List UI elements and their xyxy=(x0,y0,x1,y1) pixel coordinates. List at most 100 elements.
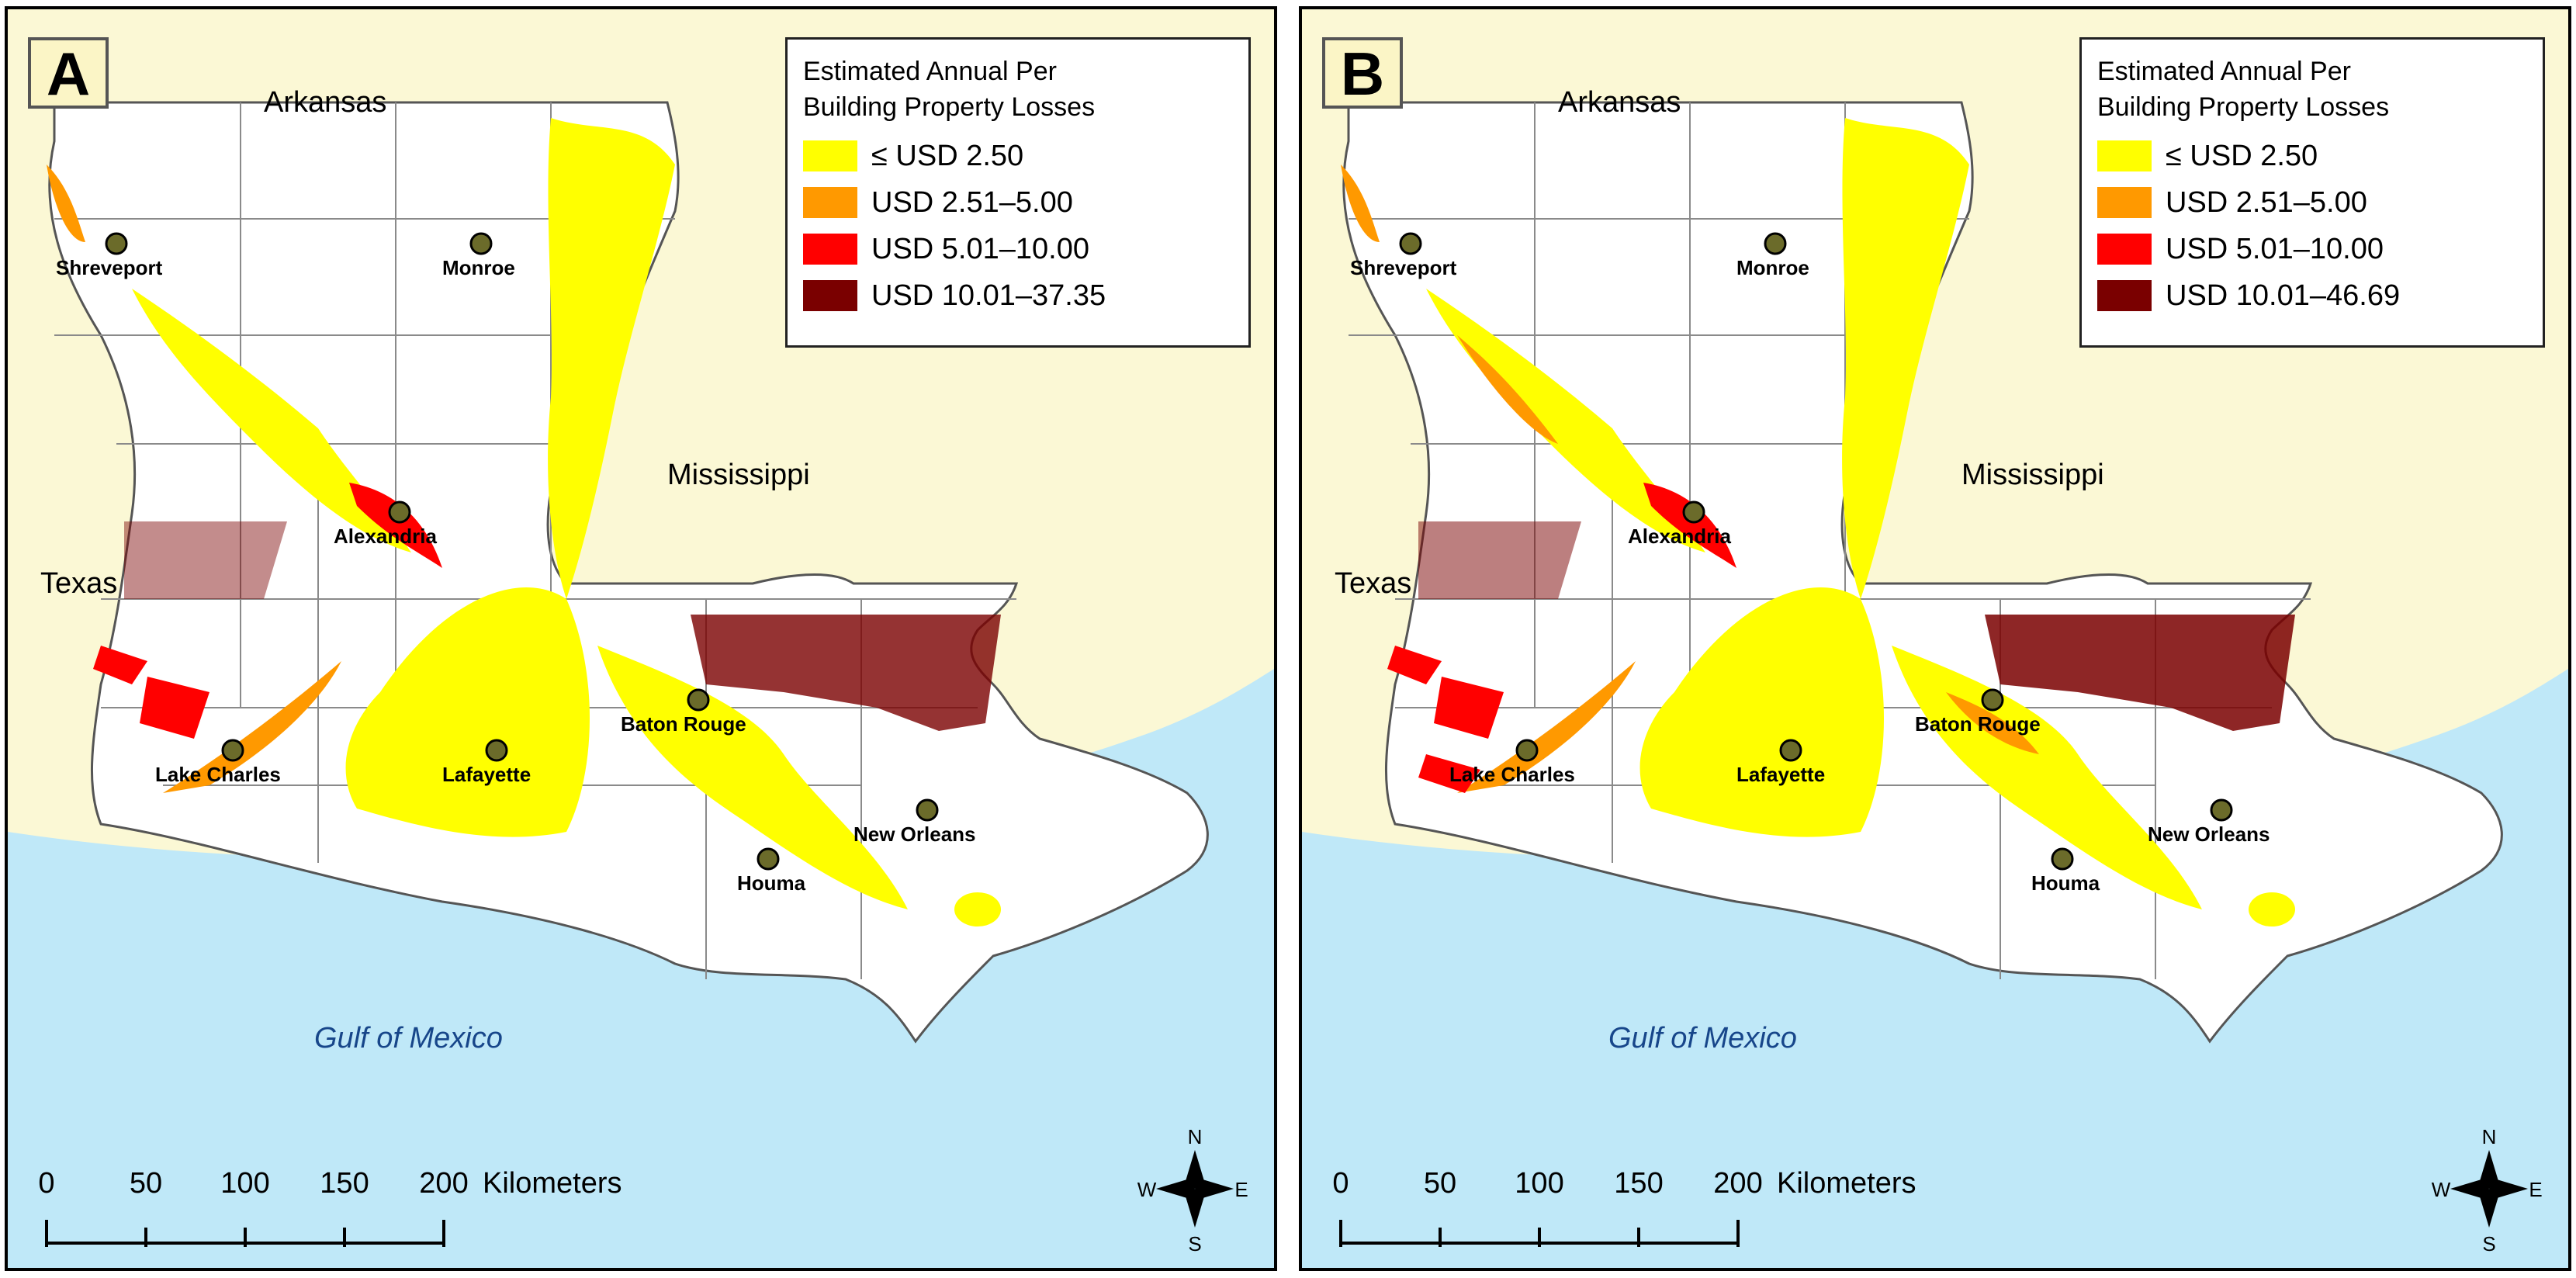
scale-tick-200: 200 xyxy=(419,1167,468,1200)
city-label-shreveport: Shreveport xyxy=(1350,256,1457,279)
scale-tick-100: 100 xyxy=(1515,1167,1563,1200)
legend-label: USD 5.01–10.00 xyxy=(871,232,1089,265)
scale-tick-0: 0 xyxy=(38,1167,54,1200)
scale-unit: Kilometers xyxy=(483,1167,622,1200)
city-label-lafayette: Lafayette xyxy=(1736,763,1825,786)
scale-tick-50: 50 xyxy=(1424,1167,1456,1200)
city-marker-baton-rouge xyxy=(687,688,710,712)
region-label-arkansas: Arkansas xyxy=(1558,86,1681,119)
city-marker-shreveport xyxy=(1399,232,1422,255)
panel-letter-b: B xyxy=(1322,37,1403,109)
region-label-texas: Texas xyxy=(40,567,117,600)
legend-swatch-mid-low xyxy=(2097,187,2152,218)
scale-tick-0: 0 xyxy=(1332,1167,1349,1200)
legend-title-line-2: Building Property Losses xyxy=(803,92,1096,122)
legend-item: ≤ USD 2.50 xyxy=(2097,133,2527,179)
city-marker-houma xyxy=(2051,847,2074,871)
scale-bar: 0 50 100 150 200 Kilometers xyxy=(38,1167,622,1247)
compass-s: S xyxy=(1188,1232,1201,1255)
legend-label: USD 5.01–10.00 xyxy=(2166,232,2384,265)
city-label-baton-rouge: Baton Rouge xyxy=(1915,712,2041,736)
map-panel-a: Shreveport Monroe Alexandria Lake Charle… xyxy=(5,6,1277,1271)
city-labels: Shreveport Monroe Alexandria Lake Charle… xyxy=(56,256,976,895)
loss-class-low xyxy=(132,118,1001,926)
region-label-gulf-of-mexico: Gulf of Mexico xyxy=(1608,1022,1797,1055)
city-label-lake-charles: Lake Charles xyxy=(155,763,281,786)
city-marker-lake-charles xyxy=(1515,739,1539,762)
city-labels: Shreveport Monroe Alexandria Lake Charle… xyxy=(1350,256,2270,895)
city-marker-new-orleans xyxy=(2210,798,2233,822)
city-label-alexandria: Alexandria xyxy=(1628,525,1731,548)
loss-class-mid-high xyxy=(1387,483,1736,793)
scale-unit: Kilometers xyxy=(1777,1167,1916,1200)
legend-label: USD 10.01–37.35 xyxy=(871,279,1106,312)
city-label-houma: Houma xyxy=(737,871,806,895)
region-label-mississippi: Mississippi xyxy=(1961,459,2104,491)
city-markers xyxy=(105,232,939,871)
legend-item: USD 5.01–10.00 xyxy=(2097,226,2527,272)
legend-item: USD 2.51–5.00 xyxy=(803,179,1233,226)
legend-item: USD 10.01–46.69 xyxy=(2097,272,2527,319)
compass-n: N xyxy=(2482,1125,2497,1148)
city-label-houma: Houma xyxy=(2031,871,2100,895)
legend-item: ≤ USD 2.50 xyxy=(803,133,1233,179)
region-labels: Arkansas Mississippi Texas Gulf of Mexic… xyxy=(40,86,810,1055)
city-label-alexandria: Alexandria xyxy=(334,525,437,548)
city-marker-baton-rouge xyxy=(1981,688,2004,712)
city-marker-lafayette xyxy=(1779,739,1802,762)
city-marker-alexandria xyxy=(1682,500,1705,524)
region-label-mississippi: Mississippi xyxy=(667,459,810,491)
city-label-new-orleans: New Orleans xyxy=(853,823,976,846)
region-labels: Arkansas Mississippi Texas Gulf of Mexic… xyxy=(1335,86,2104,1055)
panel-letter-a: A xyxy=(28,37,109,109)
scale-tick-200: 200 xyxy=(1713,1167,1762,1200)
legend-title-line-2: Building Property Losses xyxy=(2097,92,2390,122)
legend-b: Estimated Annual Per Building Property L… xyxy=(2079,37,2545,348)
city-marker-lake-charles xyxy=(221,739,244,762)
legend-label: ≤ USD 2.50 xyxy=(2166,139,2318,172)
city-marker-monroe xyxy=(469,232,493,255)
loss-class-high xyxy=(1418,521,2295,731)
legend-title: Estimated Annual Per Building Property L… xyxy=(803,54,1233,125)
compass-s: S xyxy=(2482,1232,2495,1255)
legend-label: ≤ USD 2.50 xyxy=(871,139,1024,172)
compass-e: E xyxy=(2529,1178,2542,1201)
loss-class-mid-high xyxy=(93,483,442,739)
city-label-baton-rouge: Baton Rouge xyxy=(621,712,746,736)
legend-item: USD 2.51–5.00 xyxy=(2097,179,2527,226)
city-label-new-orleans: New Orleans xyxy=(2148,823,2270,846)
legend-swatch-low xyxy=(2097,140,2152,171)
compass-w: W xyxy=(1137,1178,1157,1201)
city-markers xyxy=(1399,232,2233,871)
city-label-monroe: Monroe xyxy=(1736,256,1809,279)
scale-tick-50: 50 xyxy=(130,1167,162,1200)
scale-tick-150: 150 xyxy=(1614,1167,1663,1200)
loss-class-mid-low xyxy=(47,165,341,793)
legend-item: USD 5.01–10.00 xyxy=(803,226,1233,272)
scale-tick-150: 150 xyxy=(320,1167,369,1200)
city-marker-alexandria xyxy=(388,500,411,524)
legend-title-line-1: Estimated Annual Per xyxy=(2097,57,2351,86)
city-marker-new-orleans xyxy=(916,798,939,822)
region-label-texas: Texas xyxy=(1335,567,1411,600)
city-label-lake-charles: Lake Charles xyxy=(1449,763,1575,786)
city-label-monroe: Monroe xyxy=(442,256,515,279)
legend-item: USD 10.01–37.35 xyxy=(803,272,1233,319)
legend-label: USD 10.01–46.69 xyxy=(2166,279,2401,312)
legend-swatch-mid-high xyxy=(2097,234,2152,265)
north-arrow: N S E W xyxy=(1137,1125,1248,1255)
legend-a: Estimated Annual Per Building Property L… xyxy=(785,37,1251,348)
compass-n: N xyxy=(1188,1125,1203,1148)
loss-class-mid-low xyxy=(1341,165,2039,793)
city-marker-shreveport xyxy=(105,232,128,255)
city-marker-lafayette xyxy=(485,739,508,762)
legend-label: USD 2.51–5.00 xyxy=(2166,185,2367,219)
city-marker-monroe xyxy=(1764,232,1787,255)
legend-swatch-mid-high xyxy=(803,234,857,265)
legend-title: Estimated Annual Per Building Property L… xyxy=(2097,54,2527,125)
north-arrow: N S E W xyxy=(2432,1125,2543,1255)
city-label-lafayette: Lafayette xyxy=(442,763,531,786)
loss-class-high xyxy=(124,521,1001,731)
region-label-arkansas: Arkansas xyxy=(264,86,386,119)
legend-title-line-1: Estimated Annual Per xyxy=(803,57,1057,86)
